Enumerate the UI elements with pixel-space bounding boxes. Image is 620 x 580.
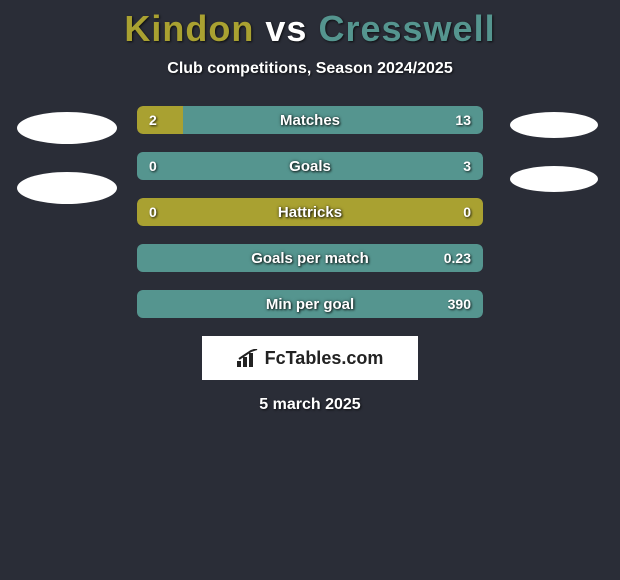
bar-value-left: 0 [149, 158, 157, 174]
stat-bar: Goals0 3 [137, 152, 483, 180]
chart-icon [237, 349, 259, 367]
bar-label: Hattricks [137, 204, 483, 221]
date-text: 5 march 2025 [259, 396, 360, 414]
page-title: Kindon vs Cresswell [124, 8, 495, 50]
right-badge-col [501, 106, 606, 318]
bar-label: Matches [137, 112, 483, 129]
bar-value-right: 390 [448, 296, 471, 312]
stat-bar: Min per goal390 [137, 290, 483, 318]
infographic-root: Kindon vs Cresswell Club competitions, S… [0, 0, 620, 414]
stat-bar: Matches2 13 [137, 106, 483, 134]
stat-bars-col: Matches213Goals03Hattricks00Goals per ma… [137, 106, 483, 318]
bar-value-left: 2 [149, 112, 157, 128]
bar-value-right: 0 [463, 204, 471, 220]
subtitle: Club competitions, Season 2024/2025 [167, 60, 452, 78]
bar-label: Goals [137, 158, 483, 175]
left-badge-2 [17, 172, 117, 204]
bar-label: Min per goal [137, 296, 483, 313]
branding-box: FcTables.com [202, 336, 418, 380]
right-badge-1 [510, 112, 598, 138]
stat-bar: Hattricks0 0 [137, 198, 483, 226]
vs-text: vs [265, 8, 307, 49]
left-badge-1 [17, 112, 117, 144]
bar-value-left: 0 [149, 204, 157, 220]
right-badge-2 [510, 166, 598, 192]
bar-label: Goals per match [137, 250, 483, 267]
left-badge-col [14, 106, 119, 318]
player1-name: Kindon [124, 8, 254, 49]
stat-bar: Goals per match0.23 [137, 244, 483, 272]
player2-name: Cresswell [318, 8, 495, 49]
branding-text: FcTables.com [265, 348, 384, 369]
main-row: Matches213Goals03Hattricks00Goals per ma… [0, 106, 620, 318]
bar-value-right: 13 [455, 112, 471, 128]
bar-value-right: 3 [463, 158, 471, 174]
bar-value-right: 0.23 [444, 250, 471, 266]
